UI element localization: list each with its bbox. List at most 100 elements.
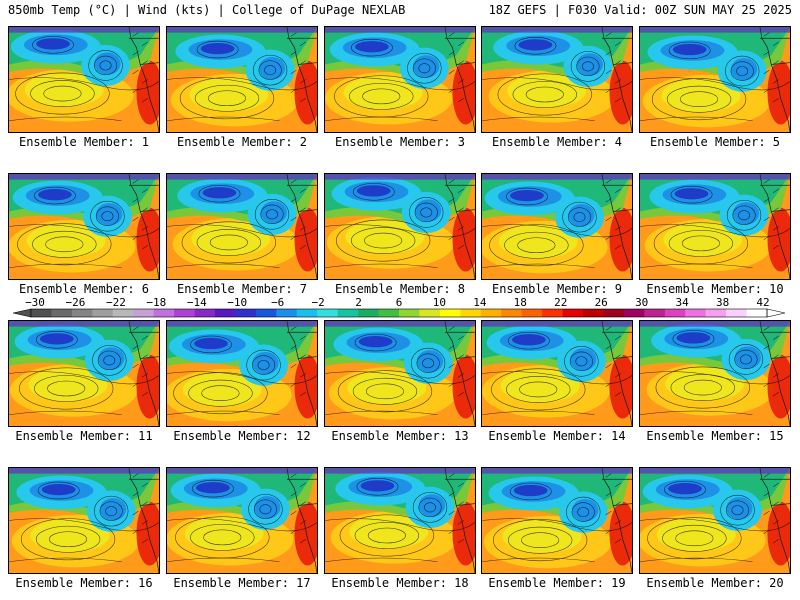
- ensemble-member-label: Ensemble Member: 9: [491, 282, 623, 296]
- ensemble-member-label: Ensemble Member: 11: [15, 429, 153, 443]
- colorbar-segment: [501, 309, 523, 317]
- colorbar-segment: [583, 309, 604, 317]
- colorbar-segment: [255, 309, 277, 317]
- ensemble-member-label: Ensemble Member: 17: [173, 576, 311, 590]
- colorbar-segment: [296, 309, 318, 317]
- colorbar-segment: [623, 309, 645, 317]
- colorbar-segment: [726, 309, 747, 317]
- colorbar-tick-label: 10: [433, 297, 446, 309]
- ensemble-member-map: [166, 26, 318, 133]
- colorbar-segment: [460, 309, 482, 317]
- ensemble-member-label: Ensemble Member: 20: [646, 576, 784, 590]
- temperature-colorbar: −30 −26 −22 −18 −14 −10 −6 −2 2 6 10 14 18 22 26 30 34 38…: [12, 297, 786, 318]
- colorbar-segment: [399, 309, 420, 317]
- colorbar-tick-label: 14: [473, 297, 487, 309]
- colorbar-segment: [746, 309, 768, 317]
- colorbar-tick-label: 26: [595, 297, 608, 309]
- colorbar-segment: [664, 309, 686, 317]
- ensemble-member-label: Ensemble Member: 2: [176, 135, 308, 149]
- ensemble-member-label: Ensemble Member: 1: [18, 135, 150, 149]
- colorbar-tick-label: −6: [271, 297, 284, 309]
- colorbar-tick-label: −2: [311, 297, 324, 309]
- colorbar-segment: [112, 309, 134, 317]
- colorbar-tick-label: −22: [106, 297, 126, 309]
- ensemble-member-label: Ensemble Member: 6: [18, 282, 150, 296]
- colorbar-segment: [378, 309, 400, 317]
- ensemble-member-map: [481, 26, 633, 133]
- colorbar-segment: [705, 309, 727, 317]
- colorbar-segment: [235, 309, 257, 317]
- colorbar-segment: [215, 309, 236, 317]
- colorbar-segment: [92, 309, 114, 317]
- ensemble-member-map: [639, 467, 791, 574]
- colorbar-tick-label: 38: [716, 297, 729, 309]
- colorbar-tick-label: 30: [635, 297, 648, 309]
- colorbar-tick-label: −14: [187, 297, 207, 309]
- colorbar-max-arrow: [766, 308, 786, 318]
- ensemble-member-map: [324, 173, 476, 280]
- colorbar-tick-label: −26: [65, 297, 85, 309]
- ensemble-member-label: Ensemble Member: 7: [176, 282, 308, 296]
- ensemble-member-label: Ensemble Member: 10: [646, 282, 784, 296]
- ensemble-member-map: [481, 320, 633, 427]
- colorbar-outline: [30, 308, 768, 318]
- colorbar-segment: [153, 309, 175, 317]
- colorbar-segment: [337, 309, 359, 317]
- ensemble-member-map: [481, 173, 633, 280]
- colorbar-segment: [317, 309, 339, 317]
- ensemble-member-map: [481, 467, 633, 574]
- ensemble-member-map: [324, 467, 476, 574]
- colorbar-tick-label: 34: [675, 297, 689, 309]
- ensemble-member-label: Ensemble Member: 12: [173, 429, 311, 443]
- colorbar-segment: [358, 309, 379, 317]
- colorbar-segment: [174, 309, 195, 317]
- ensemble-member-map: [8, 320, 160, 427]
- colorbar-segment: [685, 309, 707, 317]
- ensemble-member-map: [166, 320, 318, 427]
- colorbar-segment: [71, 309, 93, 317]
- ensemble-member-label: Ensemble Member: 15: [646, 429, 784, 443]
- colorbar-tick-label: −10: [227, 297, 247, 309]
- colorbar-segment: [644, 309, 666, 317]
- ensemble-member-label: Ensemble Member: 3: [334, 135, 466, 149]
- colorbar-segment: [133, 309, 155, 317]
- ensemble-member-map: [639, 320, 791, 427]
- ensemble-member-label: Ensemble Member: 13: [331, 429, 469, 443]
- colorbar-segment: [31, 309, 52, 317]
- ensemble-member-map: [324, 320, 476, 427]
- map-title: 850mb Temp (°C) | Wind (kts) | College o…: [8, 3, 406, 17]
- colorbar-segment: [194, 309, 216, 317]
- colorbar-tick-label: 18: [514, 297, 527, 309]
- ensemble-member-map: [639, 173, 791, 280]
- ensemble-member-label: Ensemble Member: 18: [331, 576, 469, 590]
- colorbar-segment: [276, 309, 298, 317]
- colorbar-segment: [480, 309, 502, 317]
- ensemble-member-label: Ensemble Member: 14: [488, 429, 626, 443]
- colorbar-tick-label: −30: [25, 297, 45, 309]
- ensemble-member-map: [639, 26, 791, 133]
- colorbar-tick-label: 42: [756, 297, 769, 309]
- ensemble-member-label: Ensemble Member: 5: [649, 135, 781, 149]
- ensemble-member-label: Ensemble Member: 19: [488, 576, 626, 590]
- colorbar-tick-label: 2: [355, 297, 362, 309]
- ensemble-member-map: [8, 26, 160, 133]
- colorbar-tick-label: 22: [554, 297, 567, 309]
- ensemble-member-map: [166, 467, 318, 574]
- colorbar-tick-label: 6: [396, 297, 403, 309]
- ensemble-member-map: [166, 173, 318, 280]
- ensemble-member-label: Ensemble Member: 8: [334, 282, 466, 296]
- ensemble-member-label: Ensemble Member: 4: [491, 135, 623, 149]
- model-run-valid-time: 18Z GEFS | F030 Valid: 00Z SUN MAY 25 20…: [488, 3, 792, 17]
- colorbar-segment: [562, 309, 584, 317]
- colorbar-segment: [603, 309, 625, 317]
- colorbar-segment: [521, 309, 543, 317]
- colorbar-segment: [439, 309, 461, 317]
- ensemble-member-label: Ensemble Member: 16: [15, 576, 153, 590]
- colorbar-segment: [51, 309, 73, 317]
- colorbar-min-arrow: [12, 308, 32, 318]
- ensemble-member-map: [324, 26, 476, 133]
- colorbar-tick-label: −18: [146, 297, 166, 309]
- colorbar-segment: [542, 309, 563, 317]
- ensemble-member-map: [8, 467, 160, 574]
- colorbar-segment: [419, 309, 441, 317]
